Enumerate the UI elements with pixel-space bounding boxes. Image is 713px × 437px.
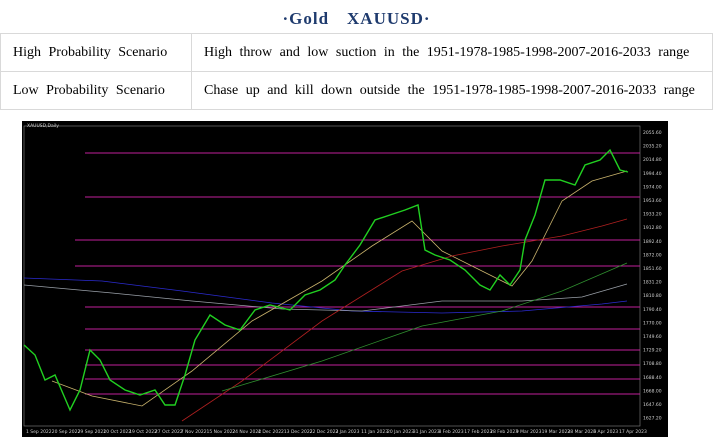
x-label: 31 Jan 2023 (413, 429, 440, 435)
x-label: 13 Dec 2022 (284, 429, 313, 435)
table-row: Low Probability Scenario Chase up and ki… (0, 71, 713, 110)
y-label: 2014.80 (643, 157, 662, 163)
x-label: 3 Jan 2023 (335, 429, 359, 435)
x-label: 17 Feb 2023 (464, 429, 492, 435)
x-label: 20 Sep 2022 (52, 429, 81, 435)
x-label: 24 Nov 2022 (232, 429, 261, 435)
x-label: 10 Oct 2022 (103, 429, 131, 435)
x-label: 7 Nov 2022 (181, 429, 207, 435)
moving-average (181, 218, 628, 422)
y-label: 1708.80 (643, 361, 662, 367)
plot-frame (23, 125, 641, 427)
chart-header: XAUUSD,Daily (27, 123, 59, 129)
x-label: 4 Dec 2022 (258, 429, 284, 435)
x-label: 9 Mar 2023 (516, 429, 542, 435)
y-labels: 2055.60 2035.20 2014.80 1994.40 1974.00 1953.… (643, 130, 662, 422)
x-label: 28 Mar 2023 (567, 429, 596, 435)
x-label: 11 Jan 2023 (361, 429, 388, 435)
table-cell: Low Probability Scenario (0, 71, 192, 110)
moving-average (221, 262, 628, 392)
y-label: 1749.60 (643, 334, 662, 340)
x-label: 8 Feb 2023 (439, 429, 464, 435)
y-label: 1831.20 (643, 280, 662, 286)
table-cell: High Probability Scenario (0, 33, 192, 72)
y-label: 1933.20 (643, 212, 662, 218)
table-cell: Chase up and kill down outside the 1951-… (191, 71, 713, 110)
y-label: 1872.00 (643, 252, 662, 258)
y-label: 1953.60 (643, 198, 662, 204)
x-label: 19 Mar 2023 (542, 429, 571, 435)
y-label: 1729.20 (643, 348, 662, 354)
y-label: 1688.40 (643, 375, 662, 381)
table-row: High Probability Scenario High throw and… (0, 33, 713, 72)
y-label: 1647.60 (643, 402, 662, 408)
x-label: 6 Apr 2023 (593, 429, 618, 435)
x-label: 1 Sep 2022 (26, 429, 52, 435)
y-label: 1892.40 (643, 239, 662, 245)
scenario-table: High Probability Scenario High throw and… (0, 33, 713, 110)
x-label: 17 Apr 2023 (619, 429, 647, 435)
table-cell: High throw and low suction in the 1951-1… (191, 33, 713, 72)
chart-image: 2055.60 2035.20 2014.80 1994.40 1974.00 1953.… (22, 121, 668, 437)
moving-average (23, 283, 628, 312)
level-lines (75, 152, 640, 395)
x-label: 20 Jan 2023 (387, 429, 414, 435)
title: ·Gold XAUUSD· (282, 9, 431, 28)
y-label: 1810.80 (643, 293, 662, 299)
y-label: 1770.00 (643, 320, 662, 326)
y-label: 1912.80 (643, 225, 662, 231)
x-label: 22 Dec 2022 (310, 429, 339, 435)
x-label: 28 Feb 2023 (490, 429, 518, 435)
y-label: 1668.00 (643, 388, 662, 394)
y-label: 1974.00 (643, 184, 662, 190)
y-label: 1994.40 (643, 171, 662, 177)
x-label: 29 Sep 2022 (78, 429, 107, 435)
y-label: 1851.60 (643, 266, 662, 272)
chart-background (22, 121, 668, 437)
price-line (23, 148, 629, 412)
y-label: 2035.20 (643, 144, 662, 150)
x-label: 15 Nov 2022 (206, 429, 235, 435)
x-label: 19 Oct 2022 (129, 429, 157, 435)
y-label: 1627.20 (643, 416, 662, 422)
y-label: 2055.60 (643, 130, 662, 136)
x-label: 27 Oct 2022 (155, 429, 183, 435)
y-label: 1790.40 (643, 307, 662, 313)
